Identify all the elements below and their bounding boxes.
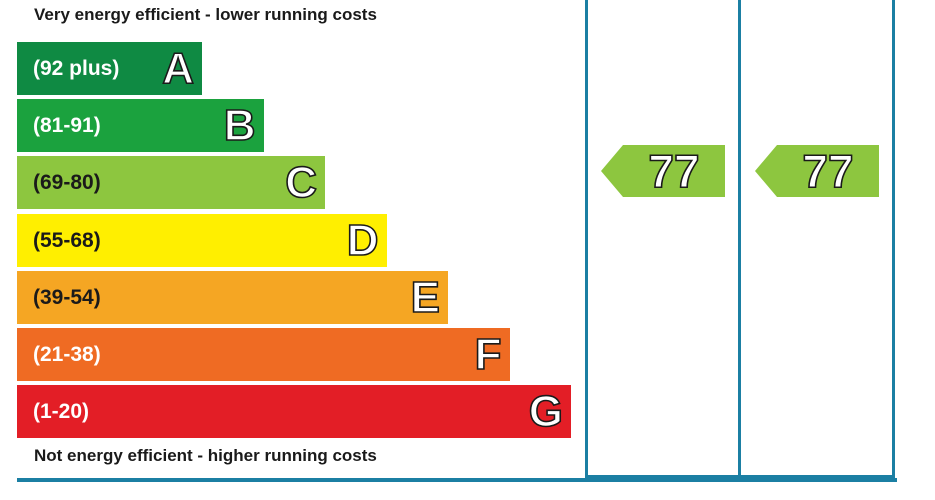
- current-rating-arrow-shape: [601, 145, 725, 197]
- top-caption: Very energy efficient - lower running co…: [34, 5, 377, 24]
- band-c: (69-80) C: [17, 156, 325, 210]
- band-b: (81-91) B: [17, 99, 264, 153]
- potential-rating-column: [738, 0, 895, 478]
- band-f-letter: F: [474, 329, 502, 380]
- chart-baseline: [17, 478, 897, 482]
- band-f: (21-38) F: [17, 328, 510, 381]
- potential-rating-arrow: 77: [755, 144, 879, 198]
- band-c-range: (69-80): [33, 171, 101, 195]
- band-e-letter: E: [410, 272, 441, 323]
- band-b-range: (81-91): [33, 114, 101, 138]
- band-a: (92 plus) A: [17, 42, 202, 95]
- band-a-letter: A: [161, 43, 194, 94]
- band-d: (55-68) D: [17, 213, 387, 267]
- band-g: (1-20) G: [17, 385, 571, 439]
- band-e: (39-54) E: [17, 270, 448, 324]
- band-a-range: (92 plus): [33, 57, 120, 80]
- bottom-caption: Not energy efficient - higher running co…: [34, 446, 377, 465]
- potential-rating-arrow-shape: [755, 145, 879, 197]
- band-g-range: (1-20): [33, 400, 90, 424]
- band-g-letter: G: [528, 386, 564, 437]
- band-c-letter: C: [284, 158, 317, 209]
- band-d-letter: D: [346, 215, 379, 266]
- current-rating-value: 77: [648, 144, 701, 198]
- current-rating-arrow: 77: [601, 144, 725, 198]
- current-rating-column: [585, 0, 741, 478]
- band-d-range: (55-68): [33, 228, 101, 252]
- band-e-range: (39-54): [33, 285, 101, 309]
- potential-rating-value: 77: [802, 144, 855, 198]
- band-f-range: (21-38): [33, 343, 101, 366]
- band-b-letter: B: [223, 100, 256, 151]
